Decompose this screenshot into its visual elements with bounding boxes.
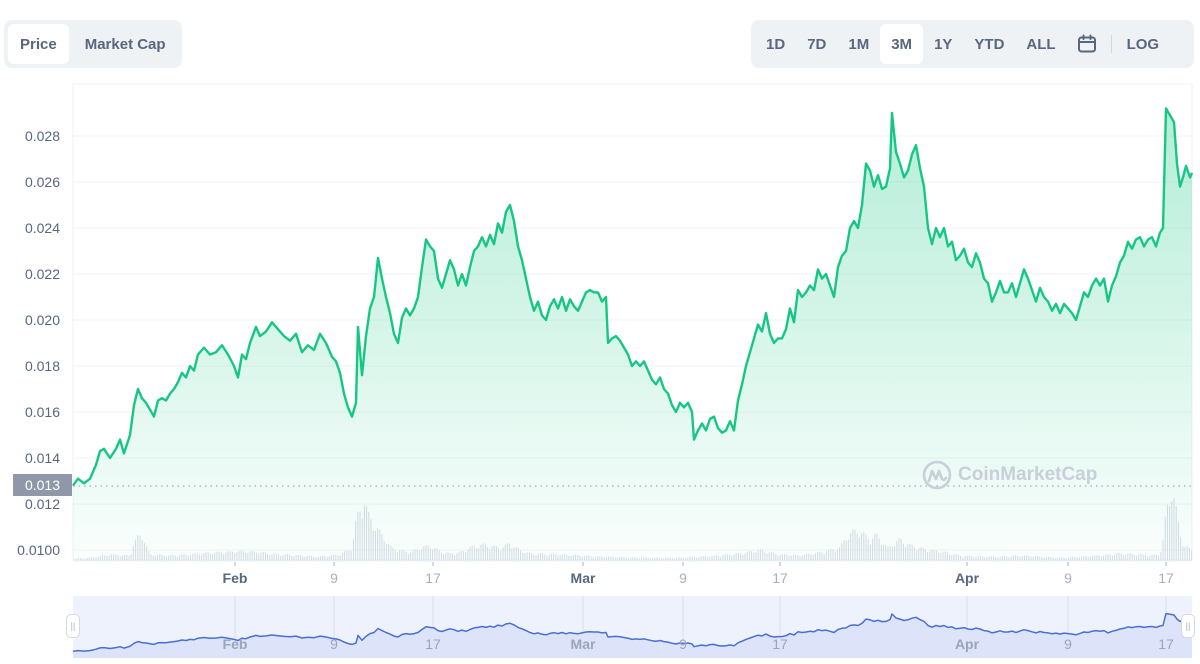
y-tick-label: 0.026 xyxy=(24,174,60,190)
tab-price[interactable]: Price xyxy=(8,24,69,64)
calendar-icon xyxy=(1077,34,1096,53)
navigator-tick-label: Mar xyxy=(570,636,596,652)
x-tick-label: 9 xyxy=(330,570,338,586)
y-tick-label: 0.014 xyxy=(24,450,60,466)
price-line xyxy=(72,107,1194,487)
navigator-tick-label: 17 xyxy=(772,636,788,652)
range-all[interactable]: ALL xyxy=(1026,35,1056,53)
watermark-text: CoinMarketCap xyxy=(958,464,1098,485)
x-tick-label: 17 xyxy=(772,570,788,586)
time-range-selector: 1D 7D 1M 3M 1Y YTD ALL LOG xyxy=(751,20,1194,68)
y-tick-label: 0.024 xyxy=(24,220,60,236)
navigator-left-handle[interactable]: || xyxy=(66,614,80,638)
x-tick-label: Apr xyxy=(954,570,980,586)
y-tick-label: 0.016 xyxy=(24,404,60,420)
range-7d[interactable]: 7D xyxy=(807,35,827,53)
y-tick-label: 0.0100 xyxy=(17,542,60,558)
price-area xyxy=(73,108,1192,562)
x-tick-label: 9 xyxy=(679,570,687,586)
x-tick-label: 9 xyxy=(1064,570,1072,586)
navigator-tick-label: Apr xyxy=(954,636,980,652)
navigator-area xyxy=(73,613,1192,658)
calendar-button[interactable] xyxy=(1067,24,1107,64)
y-tick-label: 0.028 xyxy=(24,128,60,144)
y-tick-label: 0.022 xyxy=(24,266,60,282)
navigator-tick-label: 9 xyxy=(330,636,338,652)
navigator-tick-label: 17 xyxy=(1158,636,1174,652)
toolbar-divider xyxy=(1110,35,1112,53)
y-tick-label: 0.020 xyxy=(24,312,60,328)
navigator-tick-label: 9 xyxy=(679,636,687,652)
navigator-tick-label: 9 xyxy=(1064,636,1072,652)
navigator-tick-label: 17 xyxy=(425,636,441,652)
y-tick-label: 0.018 xyxy=(24,358,60,374)
range-1y[interactable]: 1Y xyxy=(934,35,953,53)
navigator-tick-label: Feb xyxy=(222,636,248,652)
x-tick-label: 17 xyxy=(1158,570,1174,586)
range-1m[interactable]: 1M xyxy=(848,35,870,53)
coinmarketcap-watermark: CoinMarketCap xyxy=(922,460,1097,490)
navigator-line xyxy=(72,612,1193,653)
coinmarketcap-logo-icon xyxy=(922,460,952,490)
tab-market-cap[interactable]: Market Cap xyxy=(84,35,166,53)
navigator-right-handle[interactable]: || xyxy=(1181,614,1195,638)
range-3m[interactable]: 3M xyxy=(880,24,924,64)
chart-type-toggle: Price Market Cap xyxy=(4,20,182,68)
range-1d[interactable]: 1D xyxy=(766,35,786,53)
y-tick-label: 0.012 xyxy=(24,496,60,512)
log-scale-toggle[interactable]: LOG xyxy=(1126,35,1160,53)
x-tick-label: Mar xyxy=(570,570,596,586)
x-tick-label: Feb xyxy=(222,570,248,586)
x-axis-ticks xyxy=(234,562,1167,566)
range-ytd[interactable]: YTD xyxy=(974,35,1005,53)
current-price-badge: 0.013 xyxy=(13,474,72,496)
x-tick-label: 17 xyxy=(425,570,441,586)
